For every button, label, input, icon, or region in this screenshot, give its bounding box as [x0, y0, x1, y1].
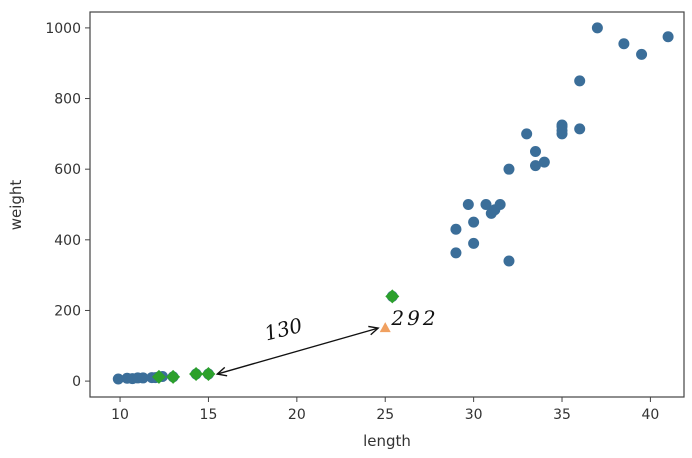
x-axis-label: length [363, 432, 411, 450]
data-point [556, 124, 568, 136]
data-point [480, 199, 492, 210]
x-tick-label: 10 [111, 407, 129, 423]
data-point [574, 123, 586, 135]
distance-arrow-head-end [368, 325, 380, 336]
x-axis-ticks: 10 15 20 25 30 35 40 [111, 397, 659, 423]
data-point [112, 373, 124, 385]
data-point [574, 75, 586, 87]
x-tick-label: 30 [465, 407, 483, 423]
neighbor-point [166, 369, 181, 384]
data-point [618, 38, 630, 50]
data-point [503, 163, 515, 175]
neighbor-point [385, 289, 400, 304]
y-tick-label: 200 [54, 303, 81, 319]
y-axis-ticks: 0 200 400 600 800 1000 [45, 21, 90, 390]
data-point [450, 247, 462, 259]
neighbor-point [151, 369, 166, 384]
query-point [379, 322, 391, 333]
data-point [530, 146, 541, 158]
distance-arrow-head-start [215, 366, 228, 377]
y-tick-label: 0 [72, 374, 81, 390]
data-point [503, 255, 515, 267]
data-point [521, 128, 533, 140]
data-point [450, 223, 462, 235]
x-tick-label: 25 [376, 407, 394, 423]
y-tick-label: 1000 [45, 21, 81, 37]
y-tick-label: 600 [54, 162, 81, 178]
data-point [462, 199, 474, 210]
plot-area [89, 11, 685, 398]
data-point [538, 156, 550, 168]
y-axis-label: weight [7, 180, 25, 231]
x-tick-label: 20 [288, 407, 306, 423]
distance-label-292: 292 [390, 306, 438, 330]
data-points [112, 22, 674, 385]
neighbor-point [189, 367, 204, 382]
data-point [662, 31, 674, 43]
data-point [494, 199, 506, 210]
data-point [137, 372, 149, 384]
x-tick-label: 35 [553, 407, 571, 423]
y-tick-label: 800 [54, 92, 81, 108]
distance-arrow-line [217, 327, 379, 375]
data-point [530, 160, 541, 172]
x-tick-label: 15 [200, 407, 218, 423]
data-point [591, 22, 603, 34]
data-point [468, 237, 480, 249]
y-tick-label: 400 [54, 233, 81, 249]
x-tick-label: 40 [641, 407, 659, 423]
data-point [636, 48, 648, 60]
neighbor-point [201, 367, 216, 382]
data-point [468, 216, 480, 228]
